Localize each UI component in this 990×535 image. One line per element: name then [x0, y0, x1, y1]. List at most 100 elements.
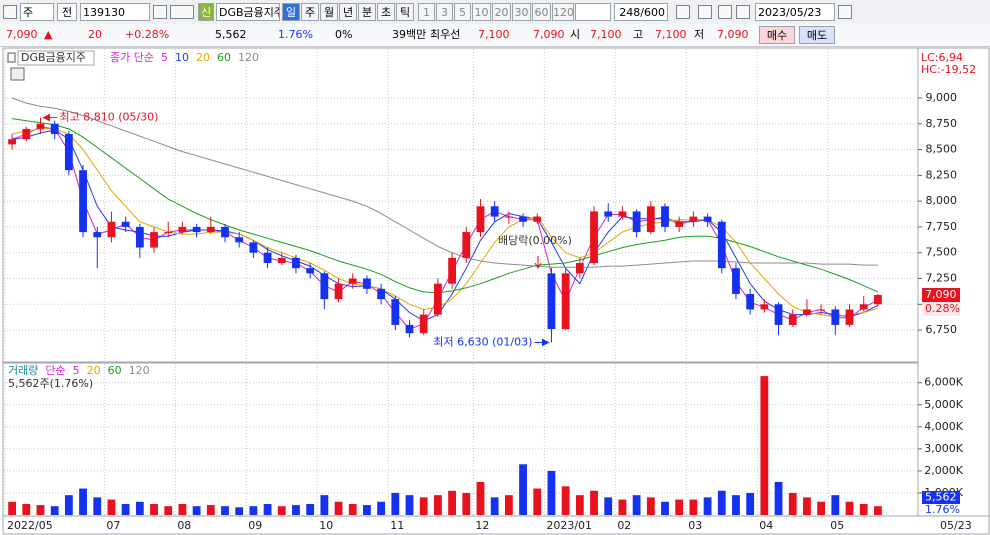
x-tick-label: 11	[390, 519, 404, 532]
candle-body	[50, 123, 59, 135]
code-input[interactable]: 139130	[80, 3, 150, 21]
corner-label: HC:-19,52	[921, 63, 976, 76]
volume-bar	[348, 503, 357, 515]
min-label: 최저 6,630 (01/03)	[433, 335, 532, 348]
volume-bar	[22, 503, 31, 515]
max-arrow	[42, 113, 58, 122]
candle-body	[561, 273, 570, 330]
window-icon[interactable]	[3, 5, 17, 19]
volume-legend-item: 20	[87, 364, 101, 377]
interval-button[interactable]: 1	[418, 3, 435, 21]
candle-body	[107, 221, 116, 238]
volume-bar	[774, 481, 783, 515]
volume-bar	[845, 501, 854, 515]
volume-bar	[36, 505, 45, 515]
candle-body	[79, 170, 87, 233]
candle-body	[192, 226, 201, 233]
x-tick-label: 03	[688, 519, 702, 532]
tool-icon[interactable]	[718, 5, 732, 19]
sound-icon[interactable]	[170, 5, 194, 19]
volume-bar	[760, 376, 769, 515]
high: 7,100	[655, 28, 687, 41]
candle-body	[760, 304, 769, 310]
period-button[interactable]: 분	[358, 3, 376, 21]
candle-body	[150, 232, 158, 248]
search-icon[interactable]	[153, 5, 167, 19]
tool-icon[interactable]	[676, 5, 690, 19]
candle-body	[476, 206, 485, 233]
candle-body	[22, 128, 31, 140]
candle-body	[661, 206, 669, 227]
price-panel	[2, 47, 919, 363]
volume-bar	[803, 497, 811, 515]
dividend-label: 배당락(0.00%)	[498, 234, 572, 247]
candle-body	[590, 211, 598, 264]
interval-button[interactable]: 3	[436, 3, 453, 21]
chart-title: DGB금융지주	[21, 51, 86, 64]
candle-body	[462, 232, 471, 258]
y-tick-label: 8,500	[926, 143, 958, 156]
volume: 5,562	[215, 28, 247, 41]
period-button[interactable]: 주	[301, 3, 319, 21]
volume-bar	[689, 499, 698, 515]
volume-bar	[476, 481, 485, 515]
volume-bar	[817, 501, 826, 515]
candle-body	[604, 211, 613, 217]
price-tag: 7,090	[925, 288, 957, 301]
corner-label: LC:6,94	[921, 51, 963, 64]
sell-button[interactable]: 매도	[799, 26, 835, 44]
interval-button[interactable]: 10	[472, 3, 491, 21]
volume-legend-item: 5	[73, 364, 80, 377]
low-label: 저	[694, 28, 705, 41]
calendar-icon[interactable]	[838, 5, 852, 19]
legend-box	[17, 50, 95, 66]
low: 7,090	[717, 28, 749, 41]
candle-body	[774, 304, 783, 325]
period-button[interactable]: 일	[282, 3, 300, 21]
tool-icon[interactable]	[736, 5, 750, 19]
volume-bar	[490, 497, 499, 515]
x-tick-label: 10	[319, 519, 333, 532]
candle-body	[36, 123, 45, 129]
candle-body	[874, 295, 882, 305]
prev-button[interactable]: 전	[57, 3, 77, 21]
x-tick-label: 09	[248, 519, 262, 532]
candle-body	[249, 242, 258, 253]
volume-bar	[178, 503, 187, 515]
turnover-pct: 0%	[335, 28, 353, 41]
interval-button[interactable]: 120	[552, 3, 574, 21]
candle-body	[845, 309, 854, 325]
period-button[interactable]: 년	[339, 3, 357, 21]
x-tick-label: 07	[106, 519, 120, 532]
market-select[interactable]: 주	[20, 3, 54, 21]
date-input[interactable]: 2023/05/23	[755, 3, 835, 21]
volume-bar	[306, 503, 315, 515]
volume-legend-item: 60	[108, 364, 122, 377]
volume-tag-bg	[922, 491, 960, 504]
tool-icon[interactable]	[698, 5, 712, 19]
period-button[interactable]: 초	[377, 3, 395, 21]
buy-button[interactable]: 매수	[759, 26, 795, 44]
volume-bar	[235, 507, 244, 515]
candle-body	[717, 221, 726, 269]
x-tick-label: 12	[475, 519, 489, 532]
x-axis-panel	[2, 515, 990, 535]
pct-tag: 1.76%	[925, 503, 960, 516]
bar-count[interactable]: 248/600	[614, 3, 668, 21]
interval-select[interactable]	[575, 3, 611, 21]
candle-body	[803, 309, 811, 315]
volume-bar	[703, 497, 712, 515]
interval-button[interactable]: 5	[454, 3, 471, 21]
y-tick-label: 8,250	[926, 168, 958, 181]
candle-body	[859, 304, 868, 310]
interval-button[interactable]: 20	[492, 3, 511, 21]
volume-bar	[575, 495, 584, 515]
candle-body	[817, 309, 826, 311]
interval-button[interactable]: 30	[512, 3, 531, 21]
period-button[interactable]: 틱	[396, 3, 414, 21]
legend-item: 120	[238, 51, 259, 64]
candle-body	[575, 263, 584, 274]
interval-button[interactable]: 60	[532, 3, 551, 21]
period-button[interactable]: 월	[320, 3, 338, 21]
